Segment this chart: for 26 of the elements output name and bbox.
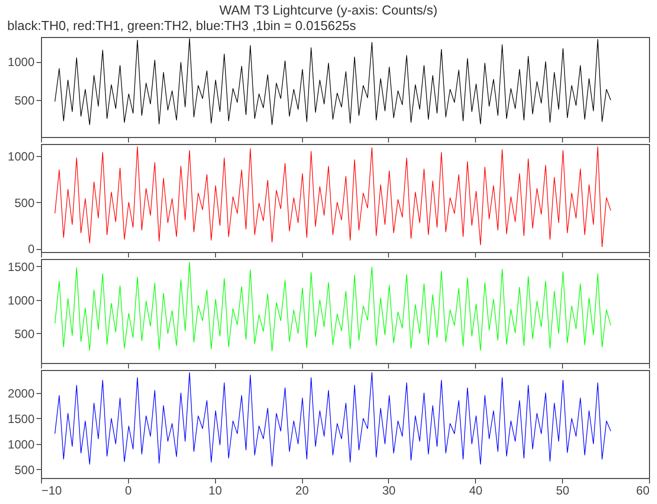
y-tick-label: 1000 <box>8 55 35 70</box>
chart-title: WAM T3 Lightcurve (y-axis: Counts/s) <box>219 2 438 18</box>
line-series <box>54 38 612 126</box>
x-tick-label: 40 <box>469 484 483 498</box>
y-tick-label: 1500 <box>8 260 35 274</box>
x-tick-label: 60 <box>636 484 650 498</box>
y-tick-label: 1000 <box>8 150 35 164</box>
x-tick-label: 20 <box>295 484 310 498</box>
chart-subtitle: black:TH0, red:TH1, green:TH2, blue:TH3 ,1bin = 0.015625s <box>7 18 356 33</box>
y-tick-label: 1000 <box>8 437 35 452</box>
y-tick-label: 500 <box>14 326 35 341</box>
x-tick-label: −10 <box>42 484 62 498</box>
x-tick-label: 10 <box>208 484 222 498</box>
line-series <box>54 372 612 467</box>
y-tick-label: 1000 <box>8 293 35 308</box>
y-tick-label: 500 <box>14 196 35 210</box>
y-tick-label: 0 <box>28 242 35 256</box>
line-series <box>54 146 612 248</box>
x-tick-label: 50 <box>556 484 570 498</box>
x-tick-label: 30 <box>382 484 396 498</box>
y-tick-label: 500 <box>14 94 35 108</box>
line-series <box>54 262 612 352</box>
y-tick-label: 2000 <box>8 386 35 400</box>
x-tick-label: 0 <box>125 484 132 498</box>
y-tick-label: 1500 <box>8 412 35 426</box>
y-tick-label: 500 <box>14 462 35 477</box>
